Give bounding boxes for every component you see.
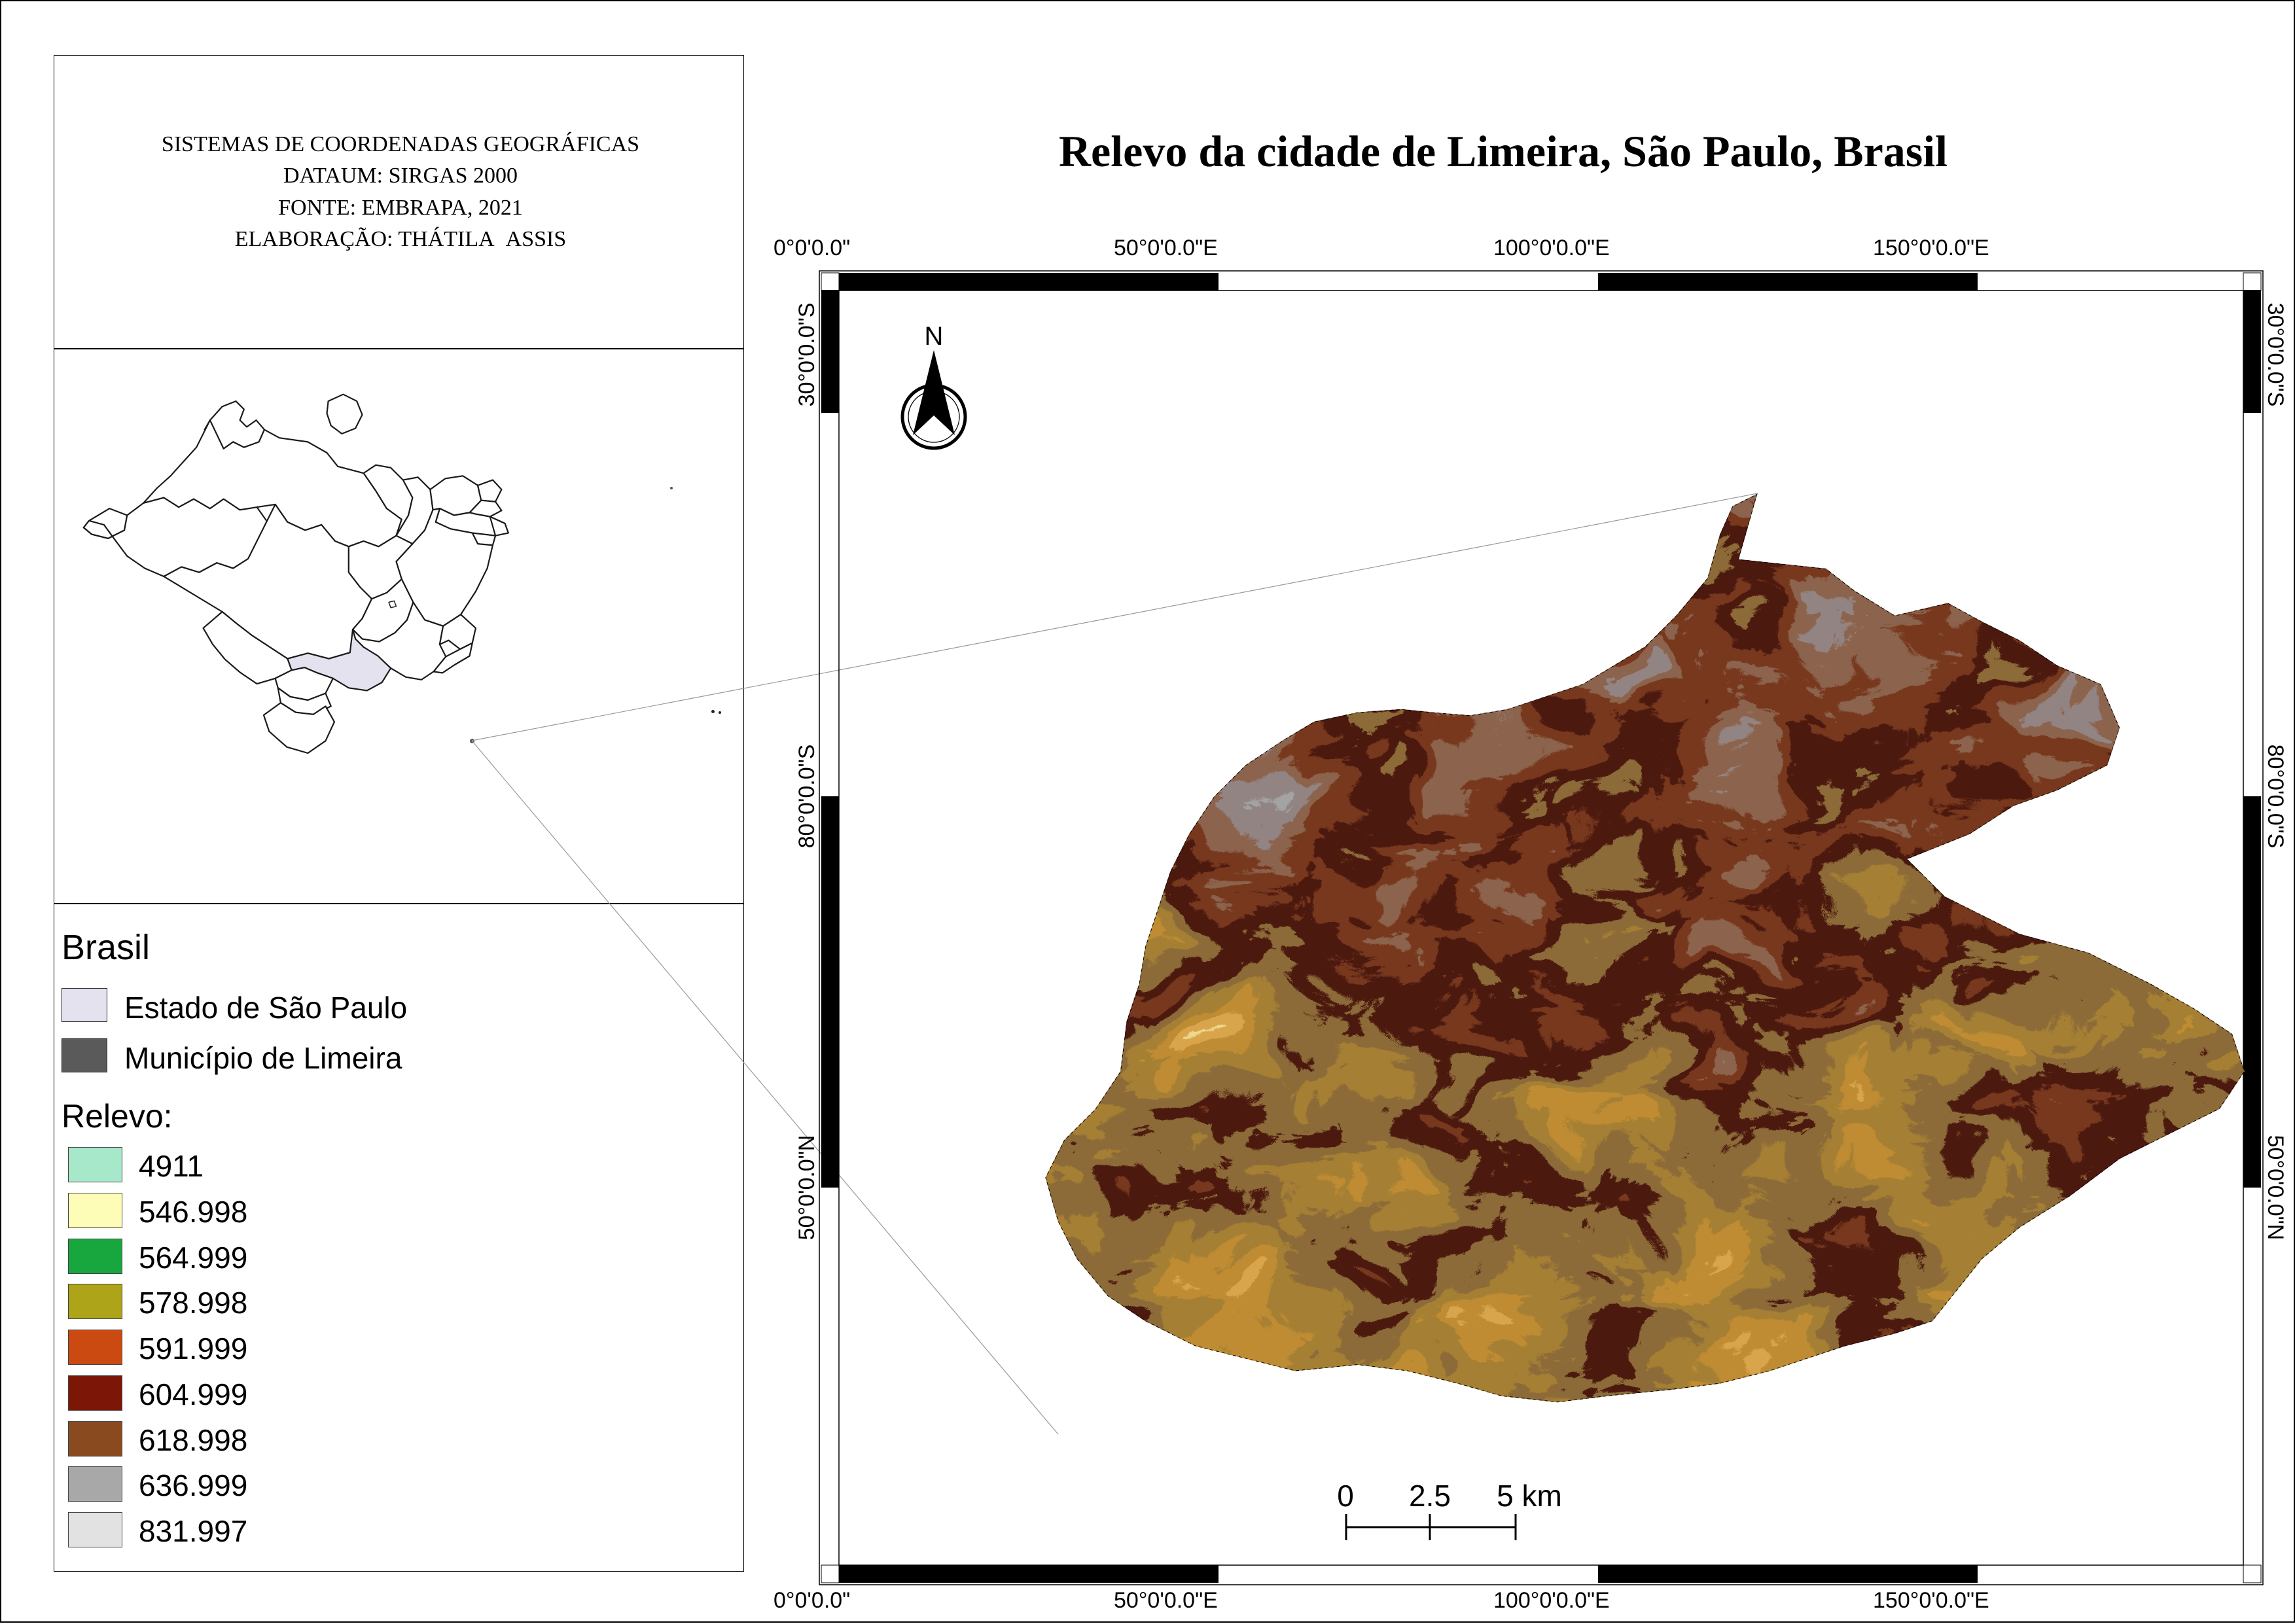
svg-text:N: N (925, 325, 944, 351)
